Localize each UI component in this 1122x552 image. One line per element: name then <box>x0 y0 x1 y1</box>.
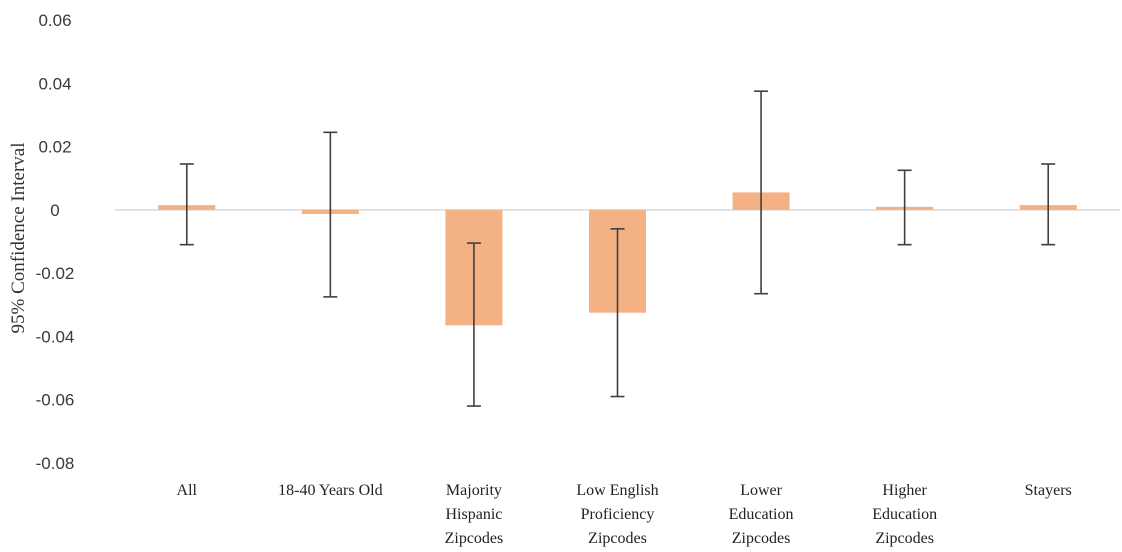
x-tick-label: Stayers <box>1025 482 1072 499</box>
x-tick-label: Zipcodes <box>732 530 791 547</box>
y-tick-label: 0.06 <box>38 11 71 30</box>
y-axis-ticks: 0.06 0.04 0.02 0 -0.02 -0.04 -0.06 -0.08 <box>36 11 75 473</box>
x-tick-label: Zipcodes <box>588 530 647 547</box>
error-bar <box>466 242 481 407</box>
x-tick-label: Education <box>872 506 937 523</box>
y-axis-title: 95% Confidence Interval <box>8 143 29 334</box>
y-tick-label: -0.02 <box>36 264 75 283</box>
x-axis-labels: All 18-40 Years Old Majority Hispanic Zipcod… <box>177 482 1072 547</box>
x-tick-label: Hispanic <box>445 506 502 523</box>
error-bar <box>179 163 194 246</box>
x-tick-label: Majority <box>446 482 502 499</box>
y-tick-label: -0.06 <box>36 391 75 410</box>
x-tick-label: Higher <box>882 482 927 499</box>
x-tick-label: Low English <box>576 482 658 499</box>
x-tick-label: Zipcodes <box>445 530 504 547</box>
x-tick-label: Education <box>729 506 794 523</box>
y-tick-label: 0 <box>50 201 59 220</box>
error-bar <box>897 169 912 246</box>
x-tick-label: All <box>177 482 198 499</box>
y-tick-label: 0.02 <box>38 138 71 157</box>
y-tick-label: -0.04 <box>36 327 75 346</box>
error-bar <box>323 131 338 298</box>
y-tick-label: -0.08 <box>36 454 75 473</box>
error-bar <box>754 90 769 295</box>
x-tick-label: Proficiency <box>581 506 655 523</box>
x-tick-label: 18-40 Years Old <box>278 482 382 499</box>
error-bar <box>610 228 625 398</box>
error-bar <box>1041 163 1056 246</box>
x-tick-label: Zipcodes <box>875 530 934 547</box>
x-tick-label: Lower <box>740 482 782 499</box>
y-tick-label: 0.04 <box>38 74 71 93</box>
error-bars <box>179 90 1056 407</box>
